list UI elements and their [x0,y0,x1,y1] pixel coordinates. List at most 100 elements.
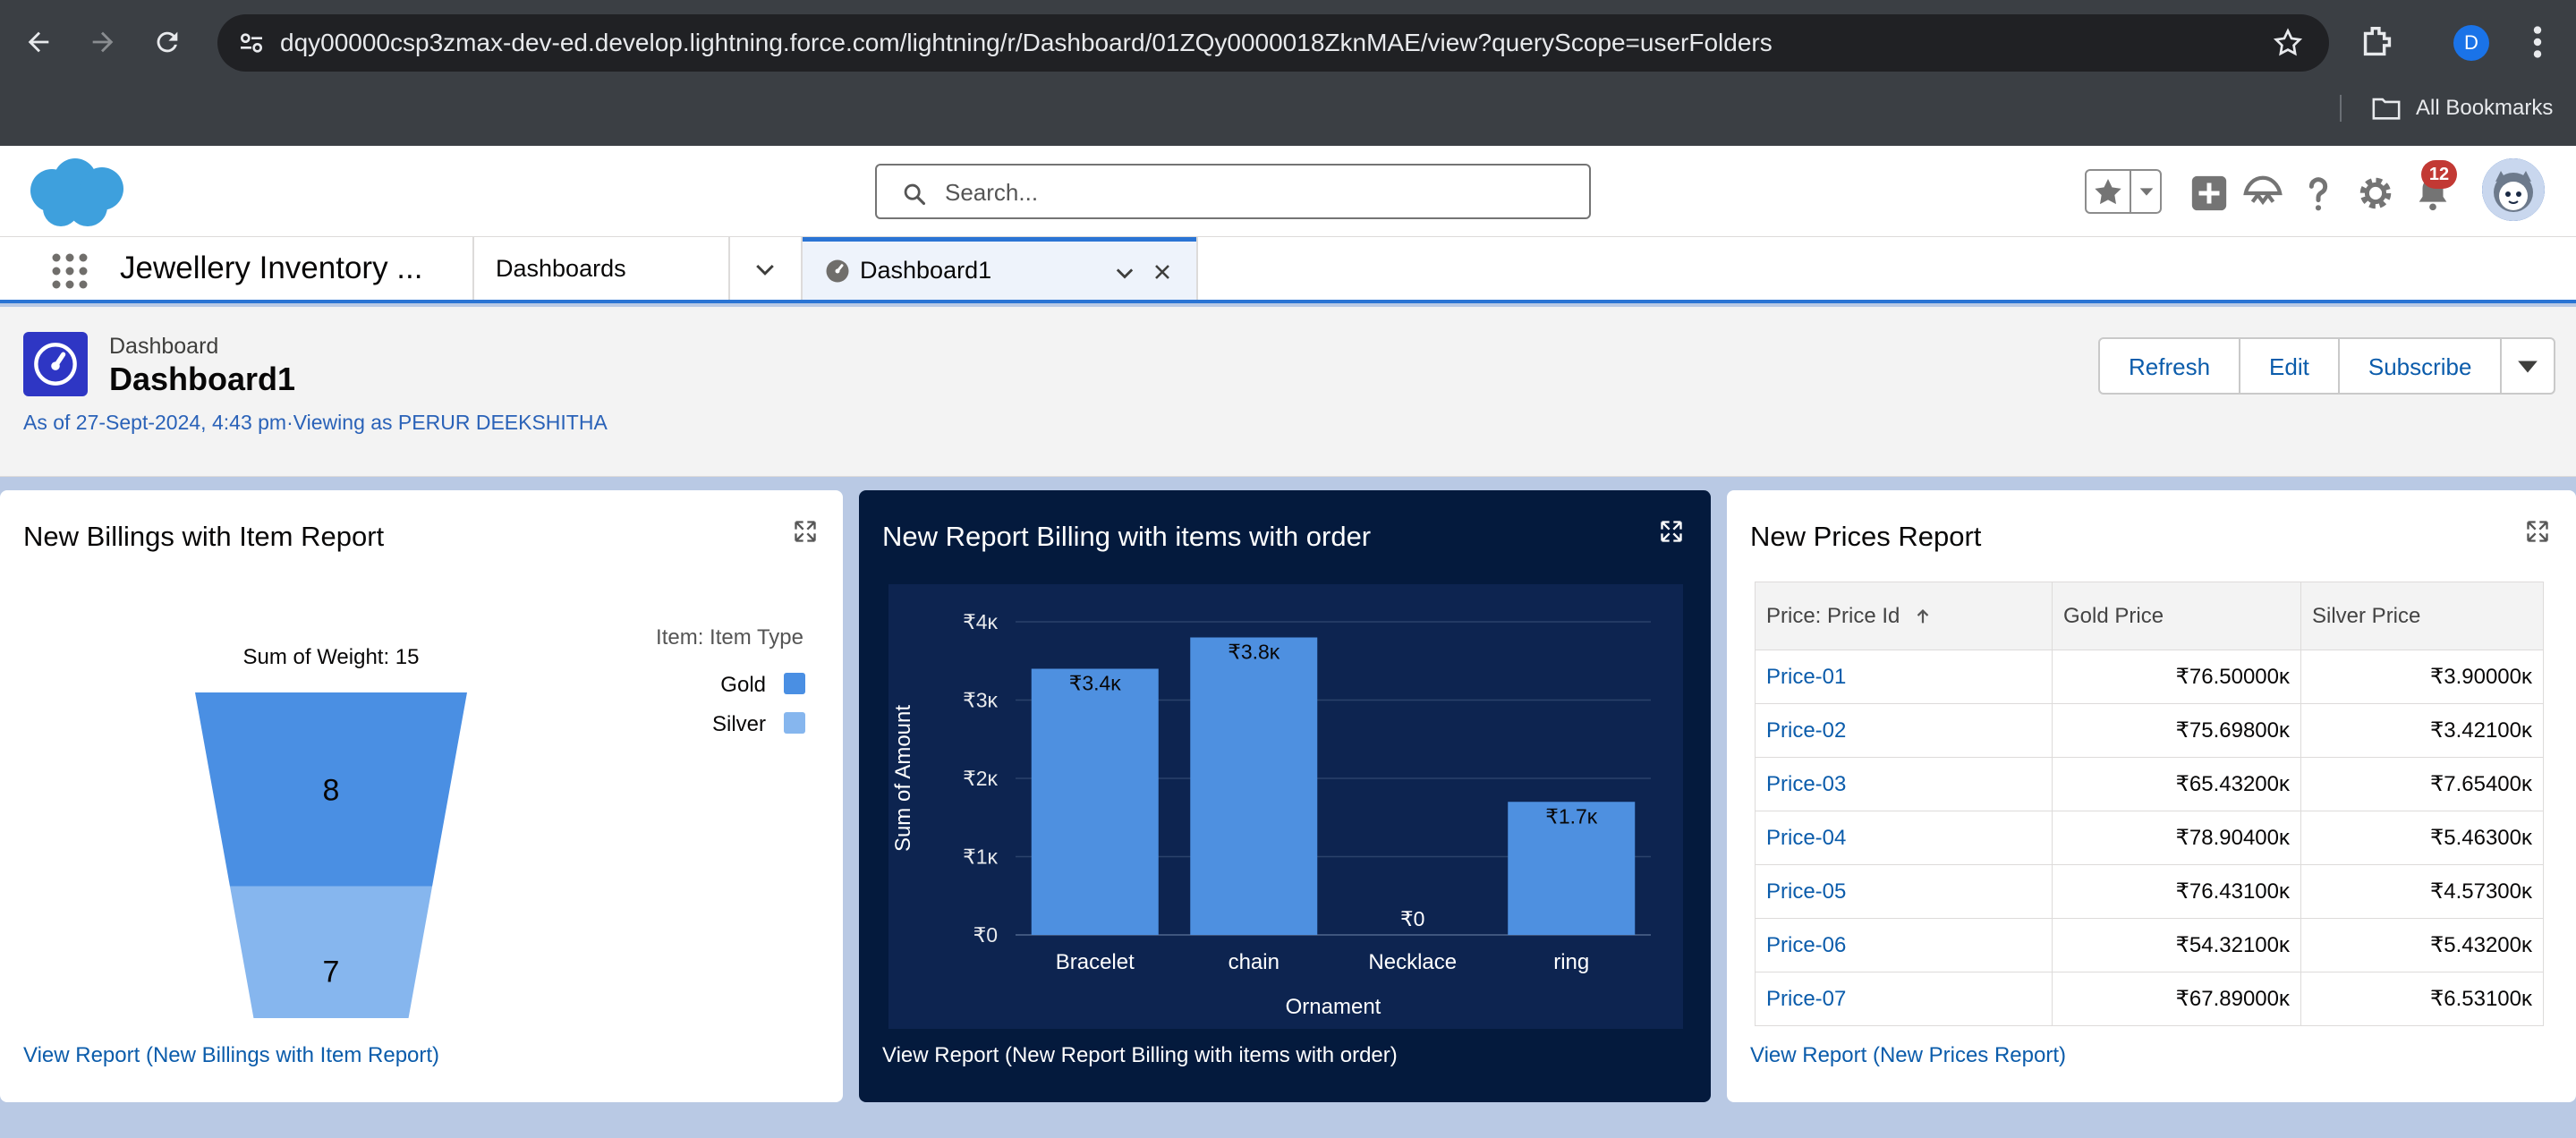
app-launcher-icon[interactable] [50,251,89,291]
dashboard-icon [23,332,88,396]
y-tick-label: ₹3ĸ [963,689,998,712]
silver-price-cell: ₹5.43200ĸ [2300,918,2544,972]
legend-swatch [784,712,805,734]
column-header-price-id[interactable]: Price: Price Id [1755,582,2053,650]
dashboard-tab-icon [826,259,849,283]
reload-icon[interactable] [147,21,188,63]
setup-gear-icon[interactable] [2355,173,2396,214]
expand-icon[interactable] [793,519,818,544]
bookmark-star-icon[interactable] [2272,27,2304,59]
bar-data-label: ₹3.8ĸ [1228,641,1280,664]
refresh-button[interactable]: Refresh [2098,337,2241,395]
bar-chain[interactable] [1190,637,1318,936]
gold-price-cell: ₹67.89000ĸ [2052,972,2301,1026]
sort-ascending-icon[interactable] [1913,607,1933,626]
x-tick-label: chain [1228,950,1279,974]
site-settings-icon[interactable] [237,29,266,57]
expand-icon[interactable] [2525,519,2550,544]
view-report-link[interactable]: View Report (New Prices Report) [1750,1043,2067,1067]
funnel-segment-gold[interactable] [195,692,467,887]
table-header-row: Price: Price Id Gold Price Silver Price [1755,582,2544,650]
bar-data-label: ₹1.7ĸ [1545,804,1598,828]
table-row: Price-03 ₹65.43200ĸ ₹7.65400ĸ [1755,757,2544,811]
extensions-icon[interactable] [2357,21,2398,63]
browser-chrome: dqy00000csp3zmax-dev-ed.develop.lightnin… [0,0,2576,146]
widget-billings: New Billings with Item Report Sum of Wei… [0,490,843,1102]
tab-label: Dashboard1 [860,257,992,284]
gold-price-cell: ₹65.43200ĸ [2052,757,2301,811]
widget-title: New Billings with Item Report [23,521,385,552]
price-id-link[interactable]: Price-05 [1755,864,2053,919]
view-report-link[interactable]: View Report (New Report Billing with ite… [882,1043,1398,1067]
column-header-gold-price[interactable]: Gold Price [2052,582,2301,650]
gold-price-cell: ₹76.50000ĸ [2052,650,2301,704]
funnel-value-label: 7 [323,955,340,989]
silver-price-cell: ₹3.90000ĸ [2300,650,2544,704]
expand-icon[interactable] [1659,519,1684,544]
trailhead-icon[interactable] [2242,173,2283,214]
favorites-button[interactable] [2085,169,2162,214]
table-row: Price-05 ₹76.43100ĸ ₹4.57300ĸ [1755,864,2544,919]
x-tick-label: Necklace [1368,950,1457,974]
view-report-link[interactable]: View Report (New Billings with Item Repo… [23,1043,440,1067]
favorites-dropdown-icon[interactable] [2137,182,2156,201]
price-id-link[interactable]: Price-04 [1755,811,2053,865]
bar-ring[interactable] [1508,802,1636,935]
y-tick-label: ₹1ĸ [963,845,998,869]
table-row: Price-06 ₹54.32100ĸ ₹5.43200ĸ [1755,918,2544,972]
speedometer-icon [34,343,77,386]
profile-avatar[interactable]: D [2453,25,2489,61]
bar-chart-area: ₹0 ₹1ĸ ₹2ĸ ₹3ĸ ₹4ĸ ₹3.4ĸ Bracelet ₹3.8ĸ chain ₹0 N… [888,584,1683,1029]
chevron-down-icon[interactable] [750,257,780,284]
tab-dashboard1[interactable]: Dashboard1 [803,237,1196,300]
bookmark-divider [2340,95,2342,122]
more-actions-button[interactable] [2500,337,2556,395]
forward-icon[interactable] [82,21,123,63]
edit-button[interactable]: Edit [2239,337,2340,395]
browser-menu-icon[interactable] [2529,21,2546,63]
notification-count-badge: 12 [2421,160,2457,189]
tab-chevron-down-icon[interactable] [1112,261,1137,286]
dashboard-actions: Refresh Edit Subscribe [2098,337,2556,395]
global-header: 12 [0,146,2576,237]
column-header-silver-price[interactable]: Silver Price [2300,582,2544,650]
search-input[interactable] [945,174,1571,210]
gold-price-cell: ₹78.90400ĸ [2052,811,2301,865]
nav-item-dashboards[interactable]: Dashboards [496,255,626,282]
legend-title: Item: Item Type [656,625,803,650]
prices-table: Price: Price Id Gold Price Silver Price … [1755,582,2544,1026]
table-row: Price-07 ₹67.89000ĸ ₹6.53100ĸ [1755,972,2544,1026]
url-text: dqy00000csp3zmax-dev-ed.develop.lightnin… [280,29,1773,56]
widget-title: New Prices Report [1750,521,1982,552]
global-actions-icon[interactable] [2189,173,2230,214]
app-name: Jewellery Inventory ... [120,251,423,285]
y-axis-title: Sum of Amount [891,705,915,852]
user-avatar[interactable] [2482,158,2545,221]
price-id-link[interactable]: Price-03 [1755,757,2053,811]
bar-bracelet[interactable] [1031,668,1159,936]
back-icon[interactable] [18,21,59,63]
legend-label: Silver [712,712,766,736]
address-bar[interactable]: dqy00000csp3zmax-dev-ed.develop.lightnin… [217,14,2329,72]
help-icon[interactable] [2298,173,2339,214]
favorite-star-icon[interactable] [2090,174,2126,210]
table-row: Price-02 ₹75.69800ĸ ₹3.42100ĸ [1755,703,2544,758]
nav-divider [801,237,803,300]
price-id-link[interactable]: Price-07 [1755,972,2053,1026]
price-id-link[interactable]: Price-01 [1755,650,2053,704]
all-bookmarks[interactable]: All Bookmarks [2371,91,2553,125]
salesforce-logo[interactable] [25,155,132,230]
close-tab-icon[interactable] [1152,261,1173,283]
funnel-segment-silver[interactable] [229,886,433,1018]
x-axis-title: Ornament [1286,995,1382,1019]
global-search[interactable] [875,164,1591,219]
price-id-link[interactable]: Price-06 [1755,918,2053,972]
y-tick-label: ₹4ĸ [963,610,998,633]
x-tick-label: ring [1553,950,1589,974]
object-type-label: Dashboard [109,334,219,359]
widget-order: New Report Billing with items with order… [859,490,1711,1102]
price-id-link[interactable]: Price-02 [1755,703,2053,758]
subscribe-button[interactable]: Subscribe [2337,337,2503,395]
nav-divider [472,237,474,300]
caret-down-icon [2518,361,2538,373]
